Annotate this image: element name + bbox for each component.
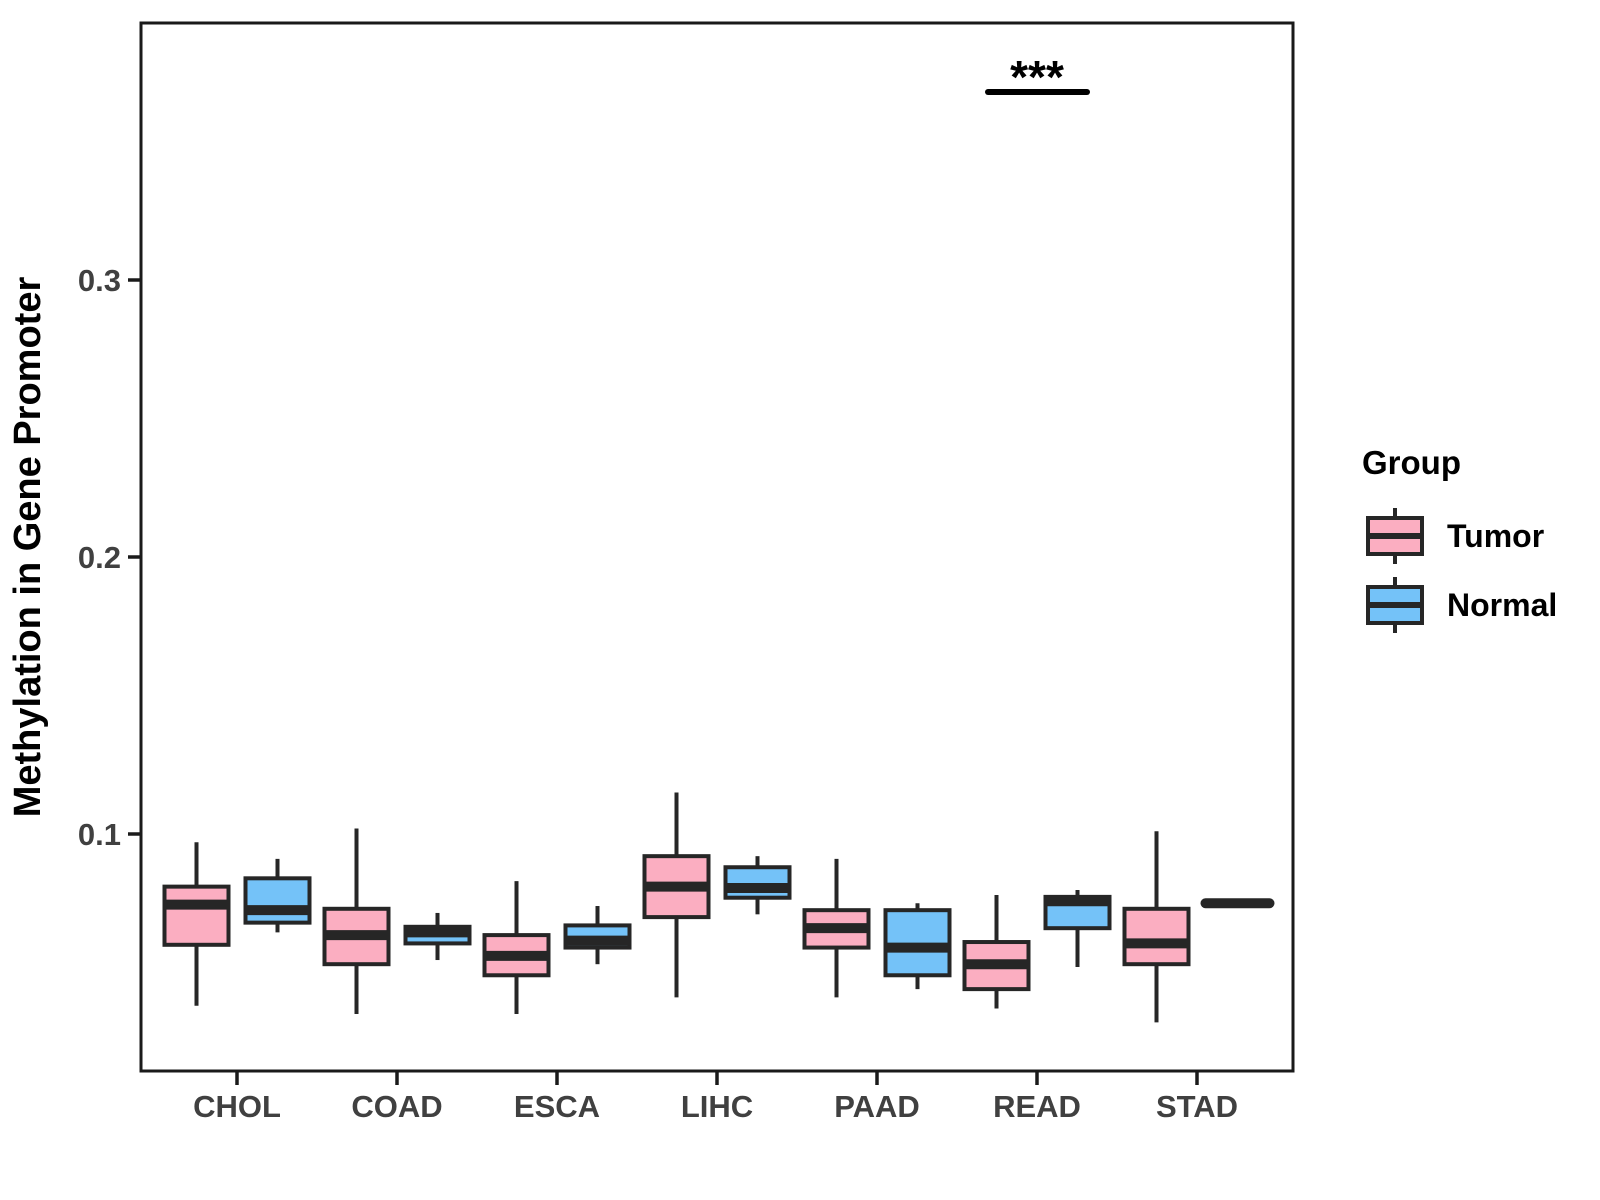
plot-panel [139,21,1295,1073]
box-rect [723,865,792,900]
x-axis-label-coad: COAD [351,1089,442,1124]
legend: Group Tumor Normal [1362,444,1557,633]
x-axis-label-lihc: LIHC [681,1089,753,1124]
legend-item-tumor: Tumor [1366,508,1544,564]
boxplot-tumor-chol [162,842,231,1006]
legend-item-normal: Normal [1366,577,1557,633]
x-axis-label-stad: STAD [1156,1089,1238,1124]
y-tick-label: 0.2 [78,540,121,575]
box-rect [162,884,231,947]
boxplot-normal-coad [403,912,472,961]
legend-label-tumor: Tumor [1447,518,1544,554]
boxplot-tumor-coad [322,828,391,1015]
significance-stars: *** [1010,51,1064,103]
legend-key-tumor [1366,508,1424,564]
boxplot-normal-read [1043,889,1112,967]
boxplot-normal-paad [883,903,952,990]
boxplot-tumor-read [962,894,1031,1009]
boxplot-normal-lihc [723,856,792,915]
x-axis-label-paad: PAAD [834,1089,920,1124]
boxplot-tumor-paad [802,858,871,998]
y-axis-title: Methylation in Gene Promoter [7,277,49,818]
x-axis-label-read: READ [993,1089,1081,1124]
legend-title: Group [1362,444,1461,481]
boxplot-normal-esca [563,906,632,965]
boxplot-tumor-lihc [642,792,711,998]
box-rect [1122,906,1191,967]
boxplot-tumor-stad [1122,831,1191,1023]
legend-key-normal [1366,577,1424,633]
y-tick-label: 0.1 [78,817,121,852]
legend-label-normal: Normal [1447,587,1557,623]
box-rect [243,876,312,925]
x-axis-label-chol: CHOL [193,1089,281,1124]
boxplot-normal-chol [243,858,312,933]
x-axis-label-esca: ESCA [514,1089,600,1124]
boxplot-tumor-esca [482,881,551,1015]
y-tick-label: 0.3 [78,263,121,298]
